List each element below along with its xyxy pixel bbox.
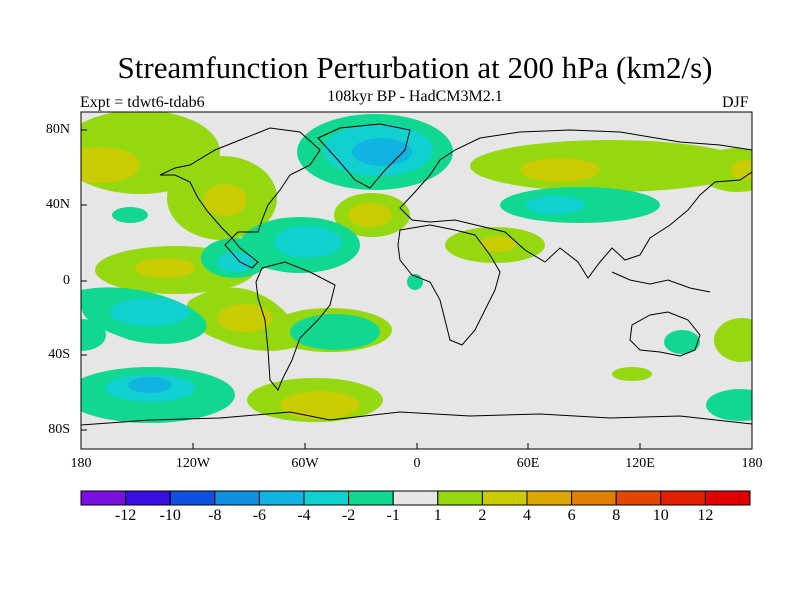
colorbar-label-8: 2: [478, 507, 487, 524]
pos-mid-nasia: [520, 158, 600, 182]
map-axis-ticks: [80, 129, 753, 449]
colorbar-box-8: [437, 490, 483, 506]
pos-mid-southern-ocean: [280, 391, 360, 419]
pos-mid-etpacific: [135, 258, 195, 278]
negative-anomalies-strong: [128, 138, 412, 393]
colorbar-box-10: [526, 490, 573, 506]
lat-label-0: 0: [63, 273, 70, 288]
lon-label-0: 0: [413, 456, 421, 471]
colorbar-box-3: [214, 490, 260, 506]
colorbar-box-2: [169, 490, 216, 506]
eurasia-coast: [399, 129, 752, 279]
pos-mid-nafrica: [480, 236, 516, 252]
north-america-coast: [159, 127, 321, 269]
colorbar-box-4: [258, 490, 305, 506]
colorbar-box-13: [660, 490, 706, 506]
colorbar-label-0: -12: [114, 507, 137, 524]
colorbar-label-10: 6: [567, 507, 576, 524]
pos-mid-wnamerica: [203, 184, 247, 216]
plot-title: Streamfunction Perturbation at 200 hPa (…: [117, 50, 713, 85]
colorbar-box-7: [392, 490, 439, 506]
colorbar-label-13: 12: [697, 507, 714, 524]
pos-mid-npacific: [81, 147, 140, 183]
south-america-coast: [255, 261, 336, 391]
colorbar-label-7: 1: [433, 507, 442, 524]
season-label: DJF: [722, 94, 749, 111]
coastlines: [81, 123, 752, 426]
lon-label-180-east: 180: [741, 456, 763, 471]
contour-fills: [81, 112, 752, 423]
pos-mid-natlantic: [348, 203, 392, 227]
neg-mid-central-asia: [525, 196, 585, 214]
lat-label-40n: 40N: [45, 197, 70, 212]
africa-coast: [397, 224, 501, 346]
colorbar-label-12: 10: [652, 507, 669, 524]
neg-region-sepacific: [81, 319, 106, 351]
colorbar-box-5: [303, 490, 350, 506]
colorbar-box-12: [615, 490, 662, 506]
neg-region-se-ocean: [706, 389, 752, 421]
lat-label-80s: 80S: [48, 422, 70, 437]
neg-region-eatlantic: [290, 314, 380, 350]
lon-label-120e: 120E: [625, 456, 655, 471]
colorbar-box-0: [80, 490, 127, 506]
pos-region-nwpacific: [698, 148, 752, 192]
colorbar-box-9: [481, 490, 528, 506]
colorbar: [80, 490, 751, 506]
colorbar-label-2: -8: [208, 507, 222, 524]
greenland-coast: [317, 123, 411, 189]
neg-region-npacific-small: [112, 207, 148, 223]
colorbar-box-1: [125, 490, 171, 506]
lat-label-40s: 40S: [48, 347, 70, 362]
colorbar-label-11: 8: [612, 507, 621, 524]
colorbar-label-9: 4: [523, 507, 531, 524]
pos-region-swpacific: [714, 318, 752, 362]
lon-label-60e: 60E: [516, 456, 540, 471]
australia-coast: [629, 311, 701, 357]
neg-mid-caribbean: [274, 226, 342, 258]
colorbar-box-11: [571, 490, 617, 506]
lon-label-120w: 120W: [175, 456, 211, 471]
lon-label-60w: 60W: [291, 456, 319, 471]
pos-region-sindian: [612, 367, 652, 381]
positive-anomalies-mid: [81, 147, 752, 419]
colorbar-label-5: -2: [341, 507, 356, 524]
maritime-continent-coast: [611, 271, 711, 293]
lon-label-180-west: 180: [70, 456, 92, 471]
pos-mid-spacific: [217, 304, 273, 332]
colorbar-box-14: [704, 490, 751, 506]
neg-region-australia: [664, 330, 700, 354]
lat-label-80n: 80N: [45, 122, 70, 137]
colorbar-label-6: -1: [386, 507, 400, 524]
antarctica-coast: [81, 411, 752, 426]
colorbar-label-4: -4: [297, 507, 311, 524]
neg-mid-spacific: [110, 298, 190, 326]
plot-subtitle: 108kyr BP - HadCM3M2.1: [327, 88, 503, 105]
colorbar-box-6: [348, 490, 394, 506]
neg-strong-ssouthpacific: [128, 377, 172, 393]
colorbar-label-3: -6: [252, 507, 267, 524]
neg-mid-wcamerica: [217, 252, 253, 272]
neg-strong-greenland: [352, 138, 412, 166]
colorbar-label-1: -10: [159, 507, 181, 524]
experiment-label: Expt = tdwt6-tdab6: [80, 94, 205, 111]
